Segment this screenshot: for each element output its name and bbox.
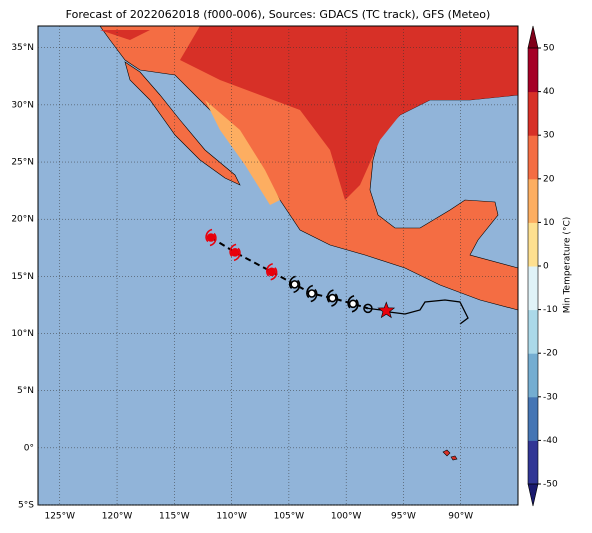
storm-symbol bbox=[205, 228, 217, 247]
track-point bbox=[267, 267, 276, 277]
track-point bbox=[230, 248, 240, 257]
track-point bbox=[348, 299, 358, 309]
colorbar-tick-label: 50 bbox=[543, 44, 555, 54]
y-tick-label: 30°N bbox=[11, 100, 34, 110]
colorbar-over bbox=[527, 25, 539, 49]
y-tick-label: 5°N bbox=[17, 386, 34, 396]
track-point bbox=[363, 303, 373, 314]
colorbar-band bbox=[528, 48, 538, 93]
x-tick-label: 90°W bbox=[448, 512, 473, 522]
colorbar-band bbox=[528, 135, 538, 180]
y-tick-label: 0° bbox=[24, 443, 34, 453]
colorbar-tick-label: -40 bbox=[543, 436, 558, 446]
track-point bbox=[328, 293, 337, 303]
y-tick-label: 10°N bbox=[11, 329, 34, 339]
map-title: Forecast of 2022062018 (f000-006), Sourc… bbox=[66, 8, 491, 21]
colorbar-band bbox=[528, 222, 538, 267]
colorbar-band bbox=[528, 309, 538, 354]
storm-symbol bbox=[288, 275, 301, 294]
x-tick-label: 125°W bbox=[44, 512, 75, 522]
colorbar-tick-label: -50 bbox=[543, 480, 558, 490]
y-tick-label: 15°N bbox=[11, 272, 34, 282]
colorbar-under bbox=[527, 483, 539, 507]
storm-symbol bbox=[347, 295, 359, 313]
colorbar-tick-label: -10 bbox=[543, 305, 558, 315]
observed-track bbox=[388, 299, 469, 325]
storm-symbol bbox=[326, 289, 339, 307]
colorbar-tick-label: 10 bbox=[543, 218, 555, 228]
colorbar-band bbox=[528, 178, 538, 223]
colorbar-tick-label: 30 bbox=[543, 131, 555, 141]
storm-symbol bbox=[266, 263, 278, 281]
x-tick-label: 105°W bbox=[274, 512, 305, 522]
storm-symbol bbox=[306, 284, 318, 303]
track-point bbox=[206, 233, 216, 242]
land bbox=[99, 25, 519, 461]
track-point bbox=[290, 280, 299, 289]
colorbar-tick-label: 20 bbox=[543, 174, 555, 184]
storm-symbol bbox=[229, 243, 241, 262]
colorbar-tick-label: 0 bbox=[543, 262, 549, 272]
track-point bbox=[307, 289, 317, 298]
colorbar-band bbox=[528, 91, 538, 136]
current-position bbox=[377, 301, 396, 319]
x-tick-label: 120°W bbox=[102, 512, 133, 522]
y-tick-label: 20°N bbox=[11, 215, 34, 225]
y-tick-label: 5°S bbox=[18, 501, 34, 511]
colorbar-label: Min Temperature (°C) bbox=[563, 217, 573, 314]
colorbar-band bbox=[528, 353, 538, 398]
colorbar-tick-label: -30 bbox=[543, 392, 558, 402]
colorbar-band bbox=[528, 396, 538, 441]
x-tick-label: 115°W bbox=[159, 512, 190, 522]
y-tick-label: 35°N bbox=[11, 43, 34, 53]
colorbar-band bbox=[528, 266, 538, 311]
colorbar-tick-label: -20 bbox=[543, 349, 558, 359]
y-tick-label: 25°N bbox=[11, 158, 34, 168]
colorbar-band bbox=[528, 440, 538, 485]
x-tick-label: 95°W bbox=[391, 512, 416, 522]
x-tick-label: 100°W bbox=[331, 512, 362, 522]
colorbar-tick-label: 40 bbox=[543, 87, 555, 97]
x-tick-label: 110°W bbox=[216, 512, 247, 522]
